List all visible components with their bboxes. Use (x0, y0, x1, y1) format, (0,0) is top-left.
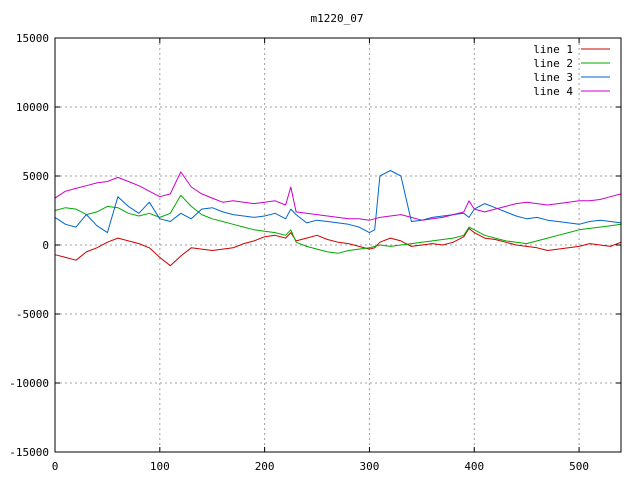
y-tick-label: 5000 (23, 170, 50, 183)
x-tick-label: 100 (150, 460, 170, 473)
y-tick-label: 15000 (16, 32, 49, 45)
legend-label-4: line 4 (533, 85, 573, 98)
x-tick-label: 200 (255, 460, 275, 473)
series-line-1 (54, 227, 622, 267)
y-tick-label: -10000 (9, 377, 49, 390)
series-line-3 (54, 170, 622, 234)
y-tick-label: 10000 (16, 101, 49, 114)
chart-title: m1220_07 (311, 12, 364, 25)
y-tick-label: -5000 (16, 308, 49, 321)
grid (55, 38, 621, 452)
x-tick-label: 300 (360, 460, 380, 473)
y-tick-label: 0 (42, 239, 49, 252)
x-tick-label: 500 (569, 460, 589, 473)
axis-ticks: 0 100 200 300 400 500 -15000 -10000 -5000 0 5000 10… (9, 32, 621, 473)
series-line-4 (54, 171, 622, 221)
x-tick-label: 0 (52, 460, 59, 473)
series-layer (54, 170, 622, 267)
series-line-2 (54, 194, 622, 254)
legend-label-1: line 1 (533, 43, 573, 56)
legend-label-3: line 3 (533, 71, 573, 84)
legend-label-2: line 2 (533, 57, 573, 70)
y-tick-label: -15000 (9, 446, 49, 459)
x-tick-label: 400 (464, 460, 484, 473)
